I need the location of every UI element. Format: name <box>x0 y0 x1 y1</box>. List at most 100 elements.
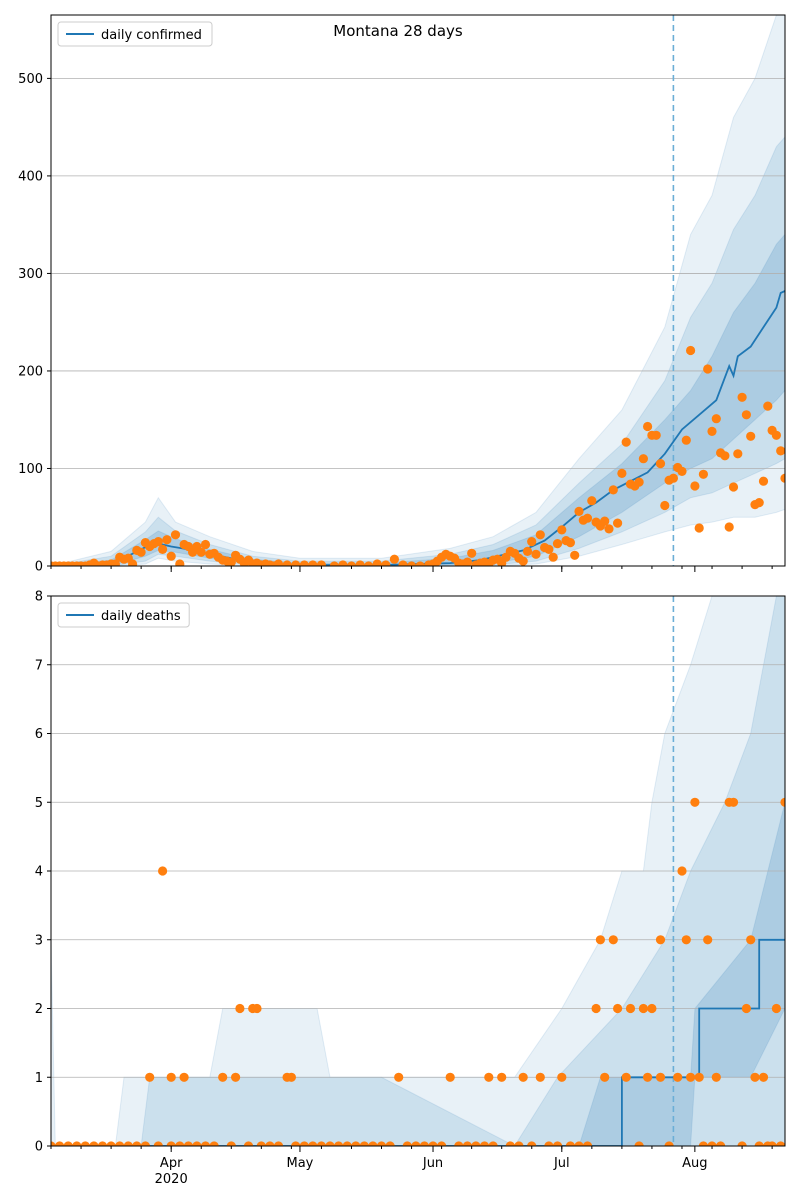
data-point <box>325 1141 335 1146</box>
data-point <box>454 1141 464 1146</box>
data-point <box>754 1141 764 1146</box>
x-tick-sublabel: 2020 <box>155 1172 188 1187</box>
data-point <box>789 509 798 518</box>
legend <box>57 21 213 47</box>
data-point <box>522 546 533 557</box>
data-point <box>97 1141 108 1146</box>
data-point <box>286 1072 296 1082</box>
data-point <box>557 1072 567 1082</box>
data-point <box>252 1003 262 1014</box>
data-point <box>128 559 138 566</box>
y-tick-label: 1 <box>35 1071 43 1086</box>
y-tick-label: 8 <box>35 590 43 605</box>
data-point <box>694 1072 704 1082</box>
data-point <box>445 1072 455 1082</box>
data-point <box>570 550 580 560</box>
data-point <box>655 1072 666 1082</box>
data-point <box>140 1141 150 1146</box>
data-point <box>183 1141 193 1146</box>
data-point <box>162 535 172 545</box>
data-point <box>527 537 537 547</box>
series-line <box>51 938 785 1146</box>
data-point <box>226 557 236 566</box>
y-tick-label: 2 <box>35 1002 43 1017</box>
data-point <box>364 561 374 566</box>
data-point <box>265 1141 275 1146</box>
data-point <box>231 1072 241 1082</box>
data-point <box>535 530 545 540</box>
data-point <box>793 453 800 462</box>
data-point <box>256 1141 266 1146</box>
data-point <box>690 481 700 491</box>
data-point <box>600 516 610 526</box>
data-point <box>299 1141 309 1146</box>
data-point <box>613 518 623 528</box>
y-tick-label: 4 <box>35 865 43 880</box>
data-point <box>737 1141 747 1146</box>
data-point <box>643 1072 653 1082</box>
data-point <box>394 1072 404 1082</box>
data-point <box>153 537 163 547</box>
y-tick-label: 7 <box>35 658 43 673</box>
data-point <box>334 1141 344 1146</box>
data-point <box>415 561 425 566</box>
data-point <box>600 1072 610 1082</box>
data-point <box>226 1141 236 1146</box>
data-point <box>175 1141 185 1146</box>
data-point <box>488 1141 498 1146</box>
data-point <box>346 561 357 566</box>
data-point <box>595 935 606 945</box>
data-point <box>737 392 747 402</box>
data-point <box>158 866 168 876</box>
data-point <box>655 459 666 469</box>
data-point <box>587 496 597 506</box>
data-point <box>316 560 326 566</box>
data-point <box>643 421 653 432</box>
data-point <box>200 539 211 550</box>
data-point <box>359 1141 369 1146</box>
x-tick-label: Jul <box>553 1156 570 1171</box>
data-point <box>780 473 785 483</box>
data-point <box>582 1141 593 1146</box>
data-point <box>145 1072 155 1082</box>
data-point <box>531 549 541 559</box>
data-point <box>681 935 691 945</box>
x-tick-label: Apr <box>160 1156 183 1171</box>
data-point <box>166 551 176 561</box>
data-point <box>565 538 576 548</box>
data-point <box>518 556 528 566</box>
data-point <box>505 1141 515 1146</box>
data-point <box>291 560 301 566</box>
data-point <box>419 1141 429 1146</box>
data-point <box>724 522 734 532</box>
data-point <box>677 866 687 876</box>
data-point <box>299 560 309 566</box>
data-point <box>664 1141 674 1146</box>
data-point <box>741 410 752 420</box>
data-point <box>527 1141 537 1146</box>
data-point <box>681 435 691 445</box>
data-point <box>209 1141 219 1146</box>
data-point <box>407 561 417 566</box>
data-point <box>767 1141 777 1146</box>
y-tick-label: 3 <box>35 933 43 948</box>
legend-label: daily confirmed <box>101 28 202 43</box>
data-point <box>106 1141 116 1146</box>
y-tick-label: 400 <box>18 169 43 184</box>
data-point <box>784 1144 785 1146</box>
data-point <box>582 513 593 523</box>
y-tick-label: 0 <box>35 1140 43 1155</box>
data-point <box>789 1073 798 1082</box>
y-tick-label: 6 <box>35 727 43 742</box>
data-point <box>621 437 631 447</box>
data-point <box>621 1072 631 1082</box>
data-point <box>398 560 408 566</box>
legend-label: daily deaths <box>101 609 181 624</box>
data-point <box>282 560 292 566</box>
plot-area <box>51 15 800 566</box>
data-point <box>634 1141 644 1146</box>
data-point <box>514 1141 524 1146</box>
data-point <box>771 430 782 440</box>
legend <box>57 602 190 628</box>
data-point <box>677 466 687 476</box>
